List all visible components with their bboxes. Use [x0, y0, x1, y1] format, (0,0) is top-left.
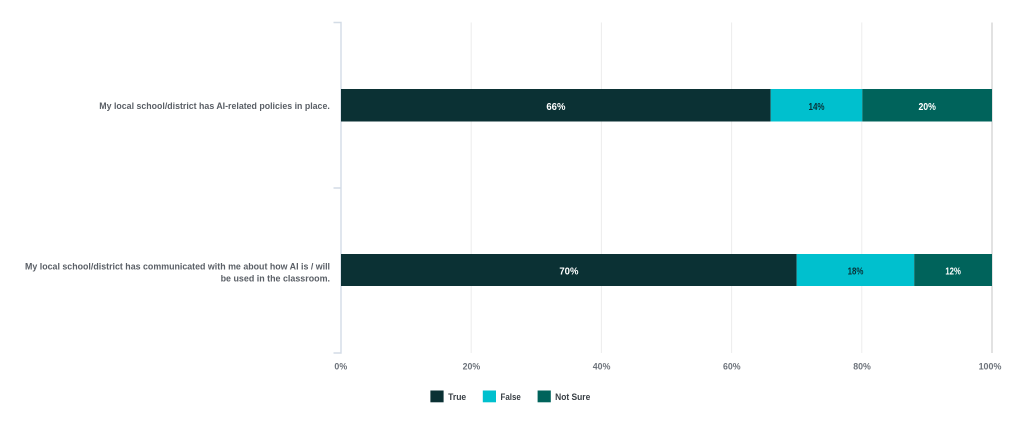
svg-text:18%: 18%: [848, 267, 864, 278]
svg-text:Not Sure: Not Sure: [555, 392, 590, 403]
svg-text:20%: 20%: [918, 102, 936, 113]
svg-text:40%: 40%: [593, 362, 611, 372]
svg-text:70%: 70%: [559, 267, 578, 278]
svg-text:12%: 12%: [945, 267, 961, 278]
svg-text:100%: 100%: [979, 362, 1003, 372]
svg-text:80%: 80%: [853, 362, 871, 372]
svg-text:My local school/district has c: My local school/district has communicate…: [25, 261, 330, 272]
svg-text:14%: 14%: [809, 102, 825, 113]
svg-text:False: False: [501, 392, 521, 403]
svg-text:0%: 0%: [334, 362, 347, 372]
svg-text:True: True: [448, 392, 466, 403]
svg-text:60%: 60%: [723, 362, 741, 372]
svg-text:be used in the classroom.: be used in the classroom.: [221, 274, 330, 285]
svg-text:20%: 20%: [463, 362, 481, 372]
svg-text:My local school/district has A: My local school/district has AI-related …: [99, 101, 329, 112]
svg-text:66%: 66%: [546, 102, 565, 113]
